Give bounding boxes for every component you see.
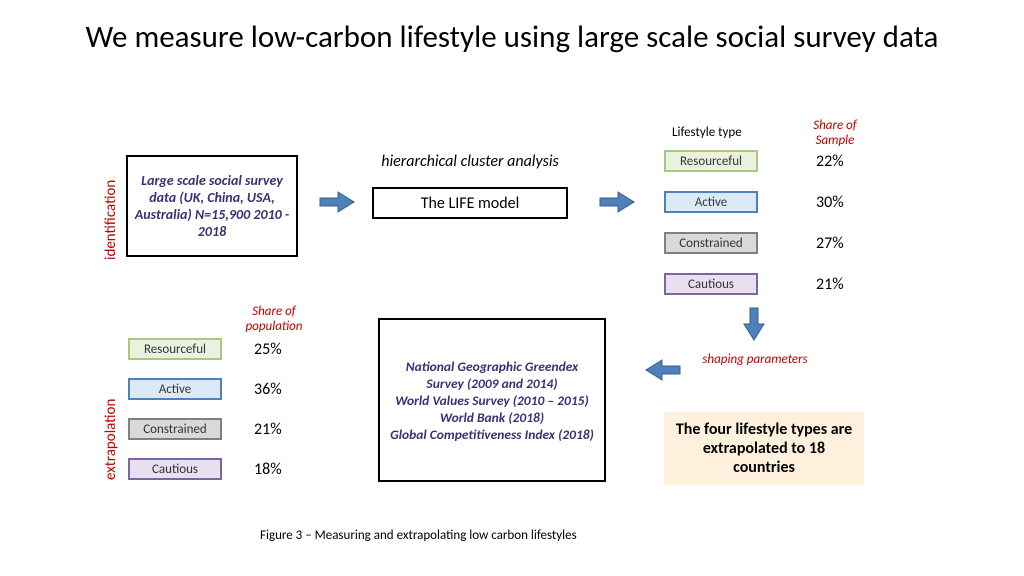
hca-label: hierarchical cluster analysis: [360, 152, 580, 171]
cat-pop-constrained: Constrained: [128, 418, 222, 440]
pct-pop-constrained: 21%: [254, 420, 282, 439]
pct-sample-cautious: 21%: [816, 275, 844, 294]
page-title: We measure low-carbon lifestyle using la…: [0, 18, 1024, 56]
survey-data-text: Large scale social survey data (UK, Chin…: [134, 172, 290, 240]
callout-extrapolated: The four lifestyle types are extrapolate…: [664, 412, 864, 485]
sources-box: National Geographic Greendex Survey (200…: [378, 318, 606, 482]
pct-sample-resourceful: 22%: [816, 152, 844, 171]
arrow-survey-to-life: [318, 190, 358, 214]
sources-line-1: World Values Survey (2010 – 2015): [395, 392, 588, 409]
sources-line-0: National Geographic Greendex Survey (200…: [386, 358, 598, 392]
sources-line-3: Global Competitiveness Index (2018): [390, 426, 594, 443]
arrow-shaping-to-sources: [642, 358, 682, 382]
survey-data-box: Large scale social survey data (UK, Chin…: [126, 155, 298, 257]
shaping-parameters-label: shaping parameters: [700, 352, 810, 367]
cat-pop-active: Active: [128, 378, 222, 400]
pct-pop-active: 36%: [254, 380, 282, 399]
sources-line-2: World Bank (2018): [440, 409, 544, 426]
cat-pop-resourceful: Resourceful: [128, 338, 222, 360]
arrow-life-to-categories: [598, 190, 638, 214]
cat-sample-constrained: Constrained: [664, 232, 758, 254]
header-share-sample: Share of Sample: [800, 118, 870, 148]
life-model-box: The LIFE model: [372, 187, 568, 219]
cat-sample-resourceful: Resourceful: [664, 150, 758, 172]
header-lifestyle-type: Lifestyle type: [672, 125, 742, 140]
pct-pop-resourceful: 25%: [254, 340, 282, 359]
arrow-categories-down: [742, 306, 766, 342]
vlabel-identification: identification: [102, 180, 120, 260]
pct-sample-constrained: 27%: [816, 234, 844, 253]
vlabel-extrapolation: extrapolation: [102, 399, 120, 480]
figure-caption: Figure 3 – Measuring and extrapolating l…: [260, 528, 577, 543]
pct-pop-cautious: 18%: [254, 460, 282, 479]
cat-pop-cautious: Cautious: [128, 458, 222, 480]
cat-sample-cautious: Cautious: [664, 273, 758, 295]
header-share-population: Share of population: [234, 304, 314, 334]
cat-sample-active: Active: [664, 191, 758, 213]
pct-sample-active: 30%: [816, 193, 844, 212]
